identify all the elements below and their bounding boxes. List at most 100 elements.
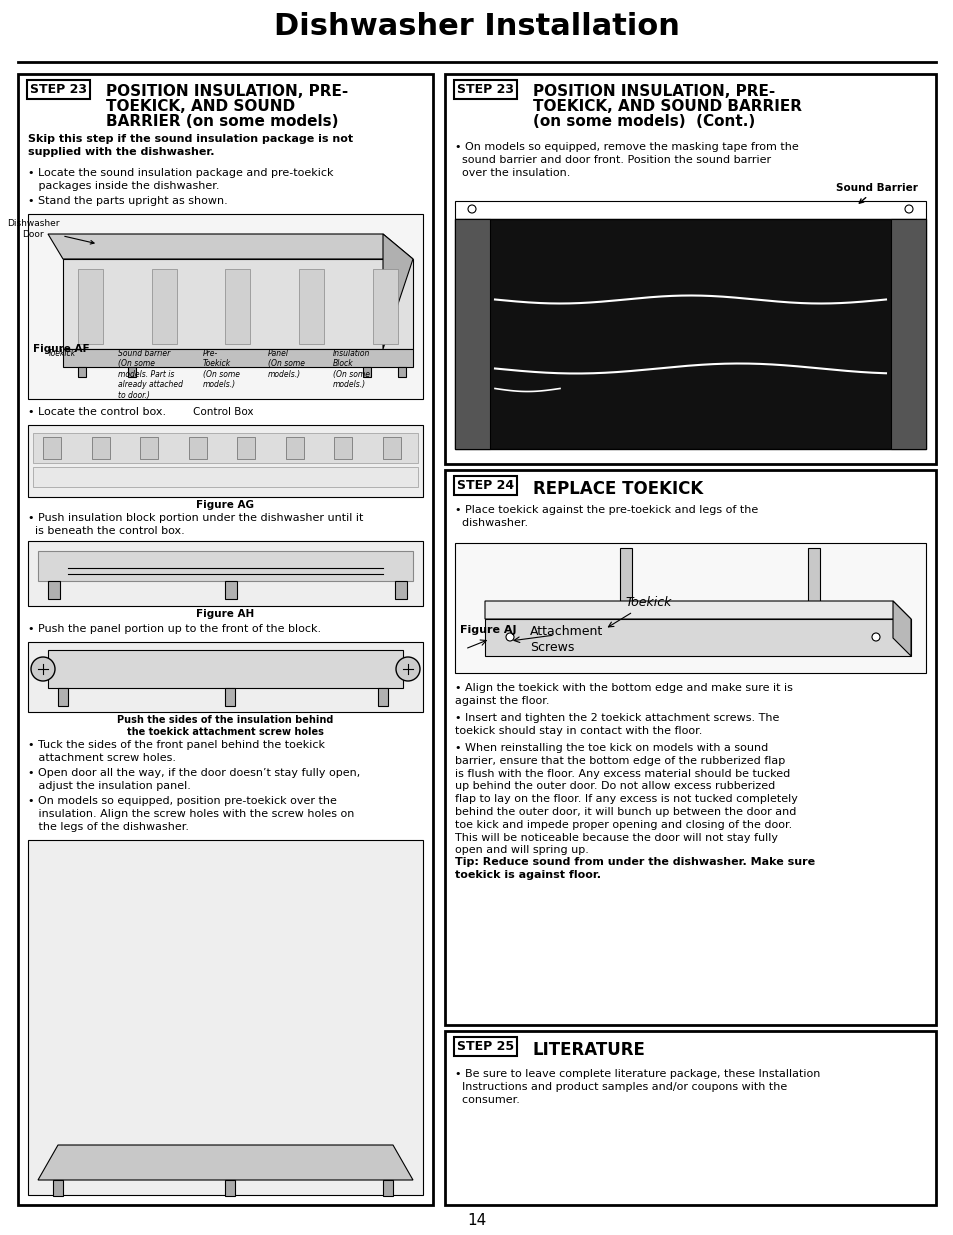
Text: Dishwasher
Door: Dishwasher Door bbox=[7, 220, 94, 245]
Bar bbox=[91, 437, 110, 459]
Text: Sound barrier
(On some
models. Part is
already attached
to door.): Sound barrier (On some models. Part is a… bbox=[118, 350, 183, 400]
Bar bbox=[299, 269, 324, 345]
Text: LITERATURE: LITERATURE bbox=[533, 1041, 645, 1058]
Polygon shape bbox=[892, 601, 910, 656]
Bar bbox=[225, 580, 236, 599]
Bar bbox=[444, 1031, 935, 1205]
Text: BARRIER (on some models): BARRIER (on some models) bbox=[106, 114, 338, 128]
Text: STEP 23: STEP 23 bbox=[456, 83, 514, 96]
Text: Toekick: Toekick bbox=[48, 350, 76, 358]
Polygon shape bbox=[484, 619, 910, 656]
Text: • On models so equipped, position pre-toekick over the
   insulation. Align the : • On models so equipped, position pre-to… bbox=[28, 797, 354, 832]
Bar bbox=[78, 269, 103, 345]
Text: Panel
(On some
models.): Panel (On some models.) bbox=[268, 350, 305, 379]
Circle shape bbox=[505, 634, 514, 641]
Text: TOEKICK, AND SOUND BARRIER: TOEKICK, AND SOUND BARRIER bbox=[533, 99, 801, 114]
Bar bbox=[33, 433, 417, 463]
Bar bbox=[444, 74, 935, 464]
Polygon shape bbox=[382, 233, 413, 350]
Text: • Locate the control box.: • Locate the control box. bbox=[28, 408, 166, 417]
Text: Pre-
Toekick
(On some
models.): Pre- Toekick (On some models.) bbox=[203, 350, 240, 389]
Bar bbox=[128, 367, 136, 377]
Circle shape bbox=[468, 205, 476, 212]
Bar bbox=[189, 437, 207, 459]
Text: 14: 14 bbox=[467, 1213, 486, 1228]
Bar bbox=[53, 1179, 63, 1195]
Bar bbox=[890, 219, 925, 450]
Text: • Tuck the sides of the front panel behind the toekick
   attachment screw holes: • Tuck the sides of the front panel behi… bbox=[28, 740, 325, 763]
Text: POSITION INSULATION, PRE-: POSITION INSULATION, PRE- bbox=[533, 84, 775, 99]
Text: Figure AJ: Figure AJ bbox=[459, 625, 516, 635]
Bar bbox=[28, 214, 422, 399]
Text: Insulation
Block
(On some
models.): Insulation Block (On some models.) bbox=[333, 350, 370, 389]
Bar bbox=[28, 541, 422, 606]
Text: (on some models)  (Cont.): (on some models) (Cont.) bbox=[533, 114, 755, 128]
Bar bbox=[377, 688, 388, 706]
Bar bbox=[335, 437, 352, 459]
Bar bbox=[455, 219, 490, 450]
Bar bbox=[58, 688, 68, 706]
Bar bbox=[140, 437, 158, 459]
Bar bbox=[28, 425, 422, 496]
Bar bbox=[286, 437, 304, 459]
Text: Sound Barrier: Sound Barrier bbox=[835, 183, 917, 204]
Bar bbox=[382, 437, 400, 459]
Bar bbox=[48, 580, 60, 599]
Bar bbox=[363, 367, 371, 377]
Polygon shape bbox=[63, 259, 413, 350]
Text: Tip: Reduce sound from under the dishwasher. Make sure
toekick is against floor.: Tip: Reduce sound from under the dishwas… bbox=[455, 857, 814, 881]
Polygon shape bbox=[484, 601, 910, 619]
Bar bbox=[455, 219, 925, 450]
Text: • Insert and tighten the 2 toekick attachment screws. The
toekick should stay in: • Insert and tighten the 2 toekick attac… bbox=[455, 713, 779, 736]
Bar bbox=[444, 471, 935, 1025]
Text: • Locate the sound insulation package and pre-toekick
   packages inside the dis: • Locate the sound insulation package an… bbox=[28, 168, 334, 191]
Text: • Align the toekick with the bottom edge and make sure it is
against the floor.: • Align the toekick with the bottom edge… bbox=[455, 683, 792, 705]
Bar bbox=[78, 367, 86, 377]
Text: • Push the panel portion up to the front of the block.: • Push the panel portion up to the front… bbox=[28, 624, 321, 634]
Bar bbox=[63, 350, 413, 367]
Bar bbox=[807, 548, 820, 603]
Bar bbox=[38, 551, 413, 580]
Text: Toekick: Toekick bbox=[608, 597, 671, 627]
Text: Dishwasher Installation: Dishwasher Installation bbox=[274, 12, 679, 41]
Text: STEP 25: STEP 25 bbox=[456, 1040, 514, 1053]
Text: • Push insulation block portion under the dishwasher until it
  is beneath the c: • Push insulation block portion under th… bbox=[28, 513, 363, 536]
Text: TOEKICK, AND SOUND: TOEKICK, AND SOUND bbox=[106, 99, 294, 114]
Text: • Be sure to leave complete literature package, these Installation
  Instruction: • Be sure to leave complete literature p… bbox=[455, 1070, 820, 1105]
Bar bbox=[18, 74, 433, 1205]
Bar bbox=[225, 1179, 234, 1195]
Text: • Open door all the way, if the door doesn’t stay fully open,
   adjust the insu: • Open door all the way, if the door doe… bbox=[28, 768, 360, 792]
Bar bbox=[48, 650, 402, 688]
Text: Skip this step if the sound insulation package is not
supplied with the dishwash: Skip this step if the sound insulation p… bbox=[28, 135, 353, 157]
Bar bbox=[28, 840, 422, 1195]
Bar bbox=[395, 580, 407, 599]
Text: • Place toekick against the pre-toekick and legs of the
  dishwasher.: • Place toekick against the pre-toekick … bbox=[455, 505, 758, 529]
Circle shape bbox=[871, 634, 879, 641]
Text: REPLACE TOEKICK: REPLACE TOEKICK bbox=[533, 480, 702, 498]
Bar bbox=[225, 688, 234, 706]
Text: STEP 23: STEP 23 bbox=[30, 83, 87, 96]
Bar bbox=[455, 201, 925, 219]
Bar bbox=[373, 269, 397, 345]
Bar bbox=[33, 467, 417, 487]
Circle shape bbox=[30, 657, 55, 680]
Bar bbox=[43, 437, 61, 459]
Bar bbox=[237, 437, 255, 459]
Circle shape bbox=[904, 205, 912, 212]
Bar bbox=[28, 642, 422, 713]
Text: STEP 24: STEP 24 bbox=[456, 479, 514, 492]
Bar bbox=[619, 548, 631, 603]
Bar bbox=[152, 269, 176, 345]
Text: Figure AF: Figure AF bbox=[33, 345, 90, 354]
Bar bbox=[455, 543, 925, 673]
Bar bbox=[397, 367, 406, 377]
Text: POSITION INSULATION, PRE-: POSITION INSULATION, PRE- bbox=[106, 84, 348, 99]
Text: Figure AG: Figure AG bbox=[195, 500, 253, 510]
Text: Figure AH: Figure AH bbox=[195, 609, 253, 619]
Bar bbox=[225, 269, 251, 345]
Text: • Stand the parts upright as shown.: • Stand the parts upright as shown. bbox=[28, 196, 228, 206]
Polygon shape bbox=[48, 233, 413, 259]
Text: • On models so equipped, remove the masking tape from the
  sound barrier and do: • On models so equipped, remove the mask… bbox=[455, 142, 798, 178]
Polygon shape bbox=[38, 1145, 413, 1179]
Circle shape bbox=[395, 657, 419, 680]
